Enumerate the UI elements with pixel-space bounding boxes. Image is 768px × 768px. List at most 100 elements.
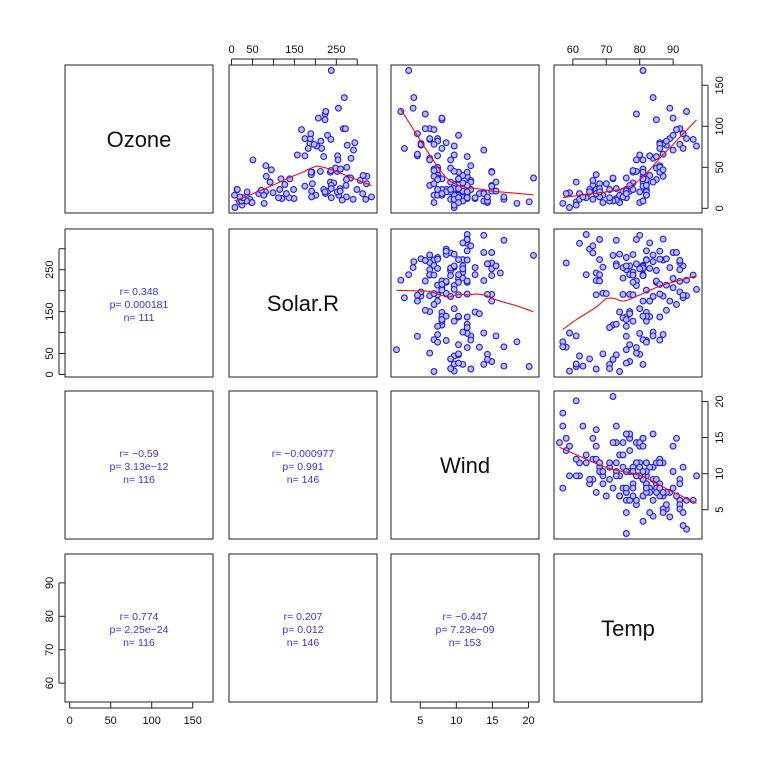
data-point [233,186,241,193]
data-point [459,239,467,247]
data-point [463,168,471,176]
data-point [609,484,617,492]
data-point [438,190,446,198]
data-point [316,167,324,175]
data-point [338,196,346,204]
data-point [459,179,467,187]
data-point [612,320,620,328]
tick-label: 20 [522,715,534,727]
panel-frame [228,228,378,378]
data-point [393,346,400,354]
data-point [467,242,475,250]
data-point [438,114,446,122]
data-point [525,363,533,370]
data-point [342,125,349,133]
panel-frame [553,228,703,378]
data-point [467,162,475,170]
data-point [480,231,488,239]
data-point [459,265,467,273]
data-point [463,247,471,255]
data-point [636,265,644,273]
data-point [450,262,458,270]
tick-label: 10 [450,715,462,727]
data-point [249,156,257,164]
data-point [410,94,418,102]
data-point [632,344,640,352]
lowess-smoother-line [559,446,697,504]
data-point [475,310,483,318]
data-point [290,186,298,193]
data-point [616,250,624,258]
data-point [248,199,256,207]
data-point [646,509,654,517]
correlation-coefficient: r= −0.000977 [272,448,335,460]
panel-frame [228,553,378,703]
data-point [642,191,650,199]
data-point [592,291,600,299]
data-point [426,135,434,143]
data-point [646,264,654,272]
data-point [322,108,330,115]
data-point [559,199,567,207]
correlation-sample-size: n= 111 [124,312,155,324]
correlation-p-value: p= 0.012 [282,624,323,636]
data-point [463,313,471,321]
data-point [275,194,282,202]
data-point [455,199,462,207]
axis-top-solar-r: 0 50 150 250 [228,44,358,65]
data-point [629,484,637,492]
tick-label: 100 [143,715,161,727]
axis-right-wind: 5 10 15 20 [702,395,726,513]
panel-frame [553,64,703,214]
data-point [455,350,462,358]
data-point [589,195,597,203]
panel-frame [390,390,540,540]
data-point [562,434,570,442]
data-point [450,317,458,325]
data-point [463,290,471,298]
data-point [636,329,644,337]
data-point [467,365,475,373]
data-point [669,442,677,450]
panel-frame [64,64,214,214]
panel-ozone-vs-solar-r [228,64,378,214]
tick-label: 100 [714,117,726,135]
data-point [442,139,450,147]
data-point [673,249,680,256]
data-point [430,167,438,175]
data-point [463,277,471,285]
data-point [566,442,573,450]
data-point [636,305,644,313]
data-point [475,343,483,351]
data-point [622,530,630,537]
data-point [368,193,375,201]
data-point [400,294,408,302]
data-point [622,509,630,517]
data-point [282,190,290,198]
data-point [652,475,660,483]
tick-label: 150 [714,76,726,94]
data-point [582,271,590,279]
data-point [662,306,670,314]
data-point [450,250,458,258]
data-point [609,355,617,363]
data-point [434,255,442,263]
data-point [632,110,640,118]
data-point [609,174,617,182]
data-point [450,151,458,159]
data-point [327,135,335,143]
correlation-coefficient: r= −0.59 [119,448,158,460]
data-point [266,178,274,186]
tick-label: 15 [714,431,726,443]
data-point [336,187,344,195]
data-point [334,156,342,164]
data-point [334,104,342,112]
data-point [642,181,650,189]
data-point [619,290,627,298]
data-point [426,349,434,357]
data-point [683,135,690,143]
data-point [612,459,620,467]
data-point [463,194,471,202]
